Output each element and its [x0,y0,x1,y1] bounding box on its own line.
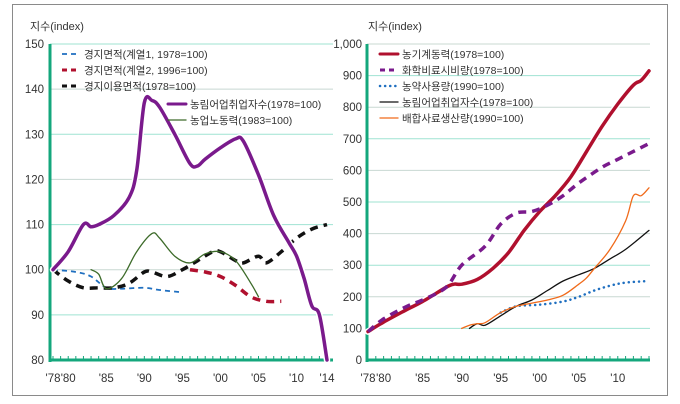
series-line-2 [366,141,650,333]
legend-label: 농약사용량(1990=100) [402,81,504,93]
series-line-5 [461,187,650,330]
y-tick-label: 100 [25,265,44,277]
legend-label: 경지면적(계열1, 1978=100) [84,48,208,61]
chart-2 [364,43,653,362]
y-tick-label: 0 [356,355,362,367]
y-tick-label: 150 [25,39,44,51]
y-tick-label: 400 [343,229,362,241]
x-tick-label: '95 [175,373,190,385]
x-tick-label: '00 [213,373,228,385]
x-tick-label: '10 [610,373,625,385]
legend-label: 농림어업취업자수(1978=100) [190,98,321,111]
legend-label: 농업노동력(1983=100) [190,114,292,127]
x-tick-label: '90 [454,373,469,385]
x-tick-label: '85 [99,373,114,385]
series-line-halo [49,93,331,364]
x-tick-label: '85 [415,373,430,385]
x-tick-label: '80 [376,373,391,385]
x-tick-label: '05 [571,373,586,385]
chart-1 [48,43,333,364]
x-tick-label: '00 [532,373,547,385]
y-tick-label: 500 [343,197,362,209]
legend-label: 경지이용면적(1978=100) [84,80,196,93]
y-tick-label: 700 [343,134,362,146]
series-line-4 [468,229,650,330]
x-tick-label: '10 [289,373,304,385]
series-line-1 [52,268,183,294]
series-line-3 [499,279,651,314]
y-tick-label: 100 [343,323,362,335]
y-tick-label: 900 [343,71,362,83]
legend-label: 농기계동력(1978=100) [402,49,504,61]
series-line-3 [51,222,328,291]
y-tick-label: 130 [25,129,44,141]
y-tick-label: 300 [343,260,362,272]
y-tick-label: 800 [343,102,362,114]
figure-frame [12,4,668,396]
y-axis-title: 지수(index) [30,20,84,33]
y-tick-label: 80 [31,355,44,367]
series-line-4 [51,94,329,362]
x-tick-label: '05 [251,373,266,385]
series-line-5 [90,232,260,298]
y-tick-label: 1,000 [333,39,362,51]
x-tick-label: '95 [493,373,508,385]
x-tick-label: '80 [61,373,76,385]
y-tick-label: 90 [31,310,44,322]
series-line-2 [189,267,282,304]
x-tick-label: '78 [361,373,376,385]
series-line-1 [366,69,651,334]
x-tick-label: '78 [46,373,61,385]
y-tick-label: 200 [343,292,362,304]
legend-label: 화학비료시비량(1978=100) [402,65,524,77]
y-tick-label: 110 [26,220,44,232]
y-tick-label: 600 [343,165,362,177]
legend-label: 농림어업취업자수(1978=100) [402,96,533,109]
y-axis-title: 지수(index) [368,20,422,33]
legend-label: 배합사료생산량(1990=100) [402,113,524,125]
x-tick-label: '90 [137,373,152,385]
x-tick-label: '14 [320,373,336,385]
y-tick-label: 120 [25,174,44,186]
legend-label: 경지면적(계열2, 1996=100) [84,64,208,77]
y-tick-label: 140 [25,84,44,96]
series-line-halo [364,67,653,335]
